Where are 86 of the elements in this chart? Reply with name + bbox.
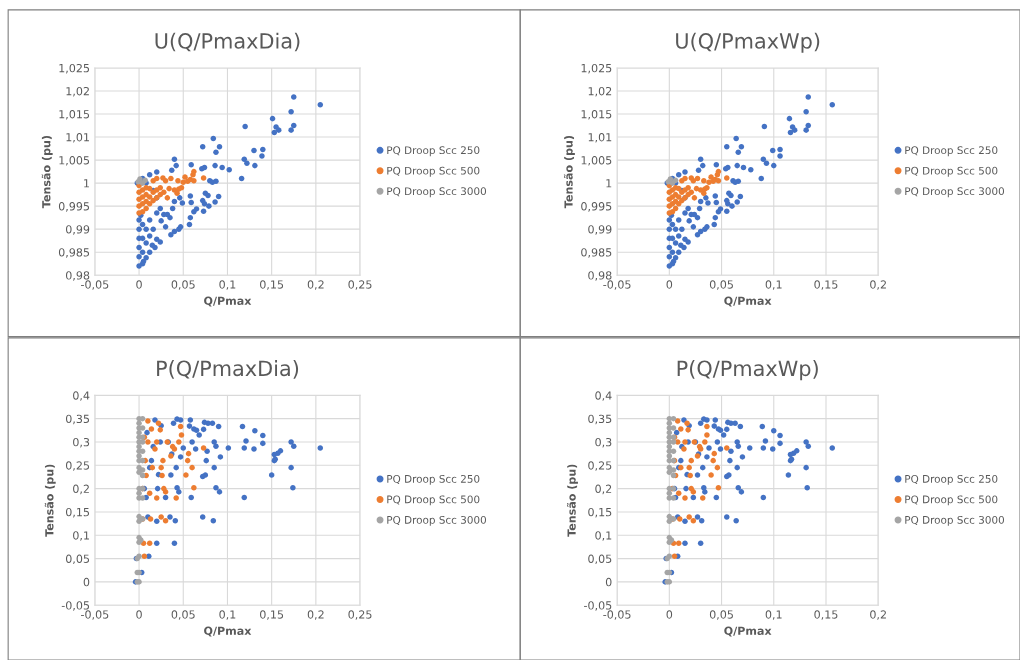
chart-title: U(Q/PmaxWp) [676,32,820,53]
y-tick-label: 1,025 [59,63,90,74]
x-tick-label: 0,05 [171,610,195,620]
x-tick-label: 0,05 [709,280,733,290]
y-tick-label: 1 [606,179,612,188]
y-tick-label: 0,35 [65,414,90,425]
y-tick-label: 0,1 [73,531,89,541]
x-tick-label: 0,1 [765,280,782,290]
x-tick-label: 0,1 [765,610,782,620]
x-axis-title: Q/Pmax [724,626,772,637]
y-tick-label: 0,25 [588,461,612,471]
chart-title: P(Q/PmaxDia) [157,360,299,379]
legend-label: PQ Droop Scc 3000 [387,187,487,198]
y-axis-title: Tensão (pu) [41,135,53,209]
y-tick-label: 0 [83,577,90,587]
y-tick-label: 0,2 [73,484,89,495]
x-tick-label: 0 [666,280,673,289]
y-tick-label: 1 [84,179,89,188]
y-tick-label: 0,3 [73,437,90,448]
x-tick-label: 0,25 [348,280,372,290]
y-tick-label: 0,99 [588,225,612,235]
y-tick-label: 0,98 [588,271,612,281]
y-tick-label: 0,15 [588,507,612,518]
x-axis-title: Q/Pmax [724,296,772,307]
y-tick-label: 0,98 [65,271,90,281]
x-tick-label: 0,1 [219,280,236,290]
y-tick-label: 0,15 [65,507,90,518]
y-axis-title: Tensão (pu) [563,135,575,209]
y-tick-label: 0,05 [588,554,612,565]
x-tick-label: 0,2 [307,280,324,290]
y-tick-label: 1,02 [66,86,89,97]
legend-label: PQ Droop Scc 250 [387,474,480,485]
y-tick-label: 0,35 [588,414,612,425]
x-tick-label: 0,1 [219,610,236,620]
y-tick-label: 0,99 [65,225,90,235]
legend-label: PQ Droop Scc 3000 [387,515,487,526]
y-tick-label: -0,05 [584,601,612,611]
x-tick-label: 0,2 [870,280,886,290]
x-tick-label: 0,2 [870,610,886,620]
x-tick-label: 0 [136,610,142,619]
y-tick-label: 0,05 [65,554,90,565]
x-tick-label: 0,05 [709,610,733,620]
legend-label: PQ Droop Scc 500 [387,495,480,506]
y-axis-title: Tensão (pu) [566,464,578,537]
y-tick-label: 0,4 [595,391,612,401]
y-tick-label: 0,1 [595,531,612,541]
y-tick-label: 0,995 [581,202,612,212]
y-tick-label: -0,05 [61,601,90,611]
legend-label: PQ Droop Scc 500 [387,166,480,177]
x-tick-label: 0,15 [814,280,838,290]
y-tick-label: 1,015 [59,110,90,120]
legend-label: PQ Droop Scc 500 [905,166,998,177]
legend-label: PQ Droop Scc 250 [905,474,998,485]
x-tick-label: 0 [136,280,142,289]
y-tick-label: 0,985 [58,248,90,258]
y-tick-label: 0,995 [58,202,90,212]
x-axis-title: Q/Pmax [204,296,252,307]
x-tick-label: 0,25 [348,610,372,620]
y-tick-label: 1,025 [581,63,612,74]
x-tick-label: 0,15 [814,610,838,620]
y-tick-label: 1,005 [59,156,90,166]
x-tick-label: 0,2 [307,610,324,620]
x-axis-title: Q/Pmax [204,626,252,637]
x-tick-label: 0 [666,610,673,619]
y-tick-label: 0,4 [73,391,90,401]
y-tick-label: 1,01 [588,133,612,143]
y-tick-label: 0,25 [65,461,90,471]
legend-label: PQ Droop Scc 250 [387,146,480,157]
y-tick-label: 1,015 [581,110,612,120]
y-axis-title: Tensão (pu) [44,464,56,537]
y-tick-label: 0,985 [581,248,612,258]
legend-label: PQ Droop Scc 3000 [905,187,1005,198]
chart-title: U(Q/PmaxDia) [155,32,300,52]
y-tick-label: 1,01 [66,133,89,143]
legend-label: PQ Droop Scc 3000 [905,515,1005,526]
x-tick-label: 0,15 [260,610,284,620]
x-tick-label: 0,15 [260,280,284,290]
legend-label: PQ Droop Scc 500 [905,495,998,506]
y-tick-label: 0,2 [595,484,612,495]
y-tick-label: 1,005 [581,156,612,166]
y-tick-label: 0 [605,577,612,587]
legend-label: PQ Droop Scc 250 [905,146,998,157]
y-tick-label: 1,02 [588,86,612,97]
x-tick-label: 0,05 [171,280,195,290]
chart-title: P(Q/PmaxWp) [677,360,818,381]
y-tick-label: 0,3 [595,437,612,448]
